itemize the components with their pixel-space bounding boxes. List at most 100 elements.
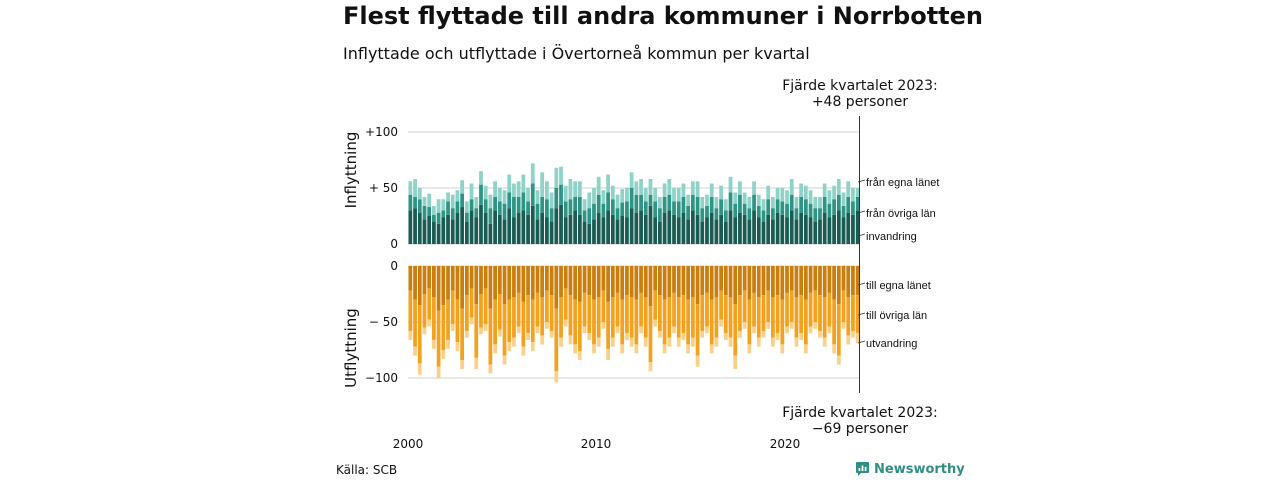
bar-in-2-75 bbox=[761, 199, 766, 211]
bar-out-0-94 bbox=[851, 266, 855, 296]
bar-out-2-72 bbox=[747, 344, 752, 354]
bar-out-0-70 bbox=[738, 266, 742, 296]
bar-out-1-88 bbox=[822, 297, 827, 338]
bar-out-0-43 bbox=[610, 266, 615, 298]
bar-out-2-82 bbox=[794, 337, 799, 347]
bar-out-2-51 bbox=[648, 362, 653, 372]
bar-in-1-77 bbox=[771, 208, 775, 220]
bar-in-2-92 bbox=[841, 192, 846, 206]
bar-out-2-11 bbox=[460, 360, 465, 370]
bar-out-2-27 bbox=[535, 326, 540, 334]
bar-in-1-43 bbox=[610, 199, 615, 215]
bar-in-2-81 bbox=[789, 179, 794, 195]
bar-out-0-15 bbox=[479, 266, 483, 294]
bar-in-0-87 bbox=[818, 219, 822, 244]
bar-out-1-89 bbox=[827, 292, 832, 327]
bar-out-1-23 bbox=[516, 292, 521, 327]
bar-out-1-4 bbox=[427, 288, 432, 320]
bar-in-2-76 bbox=[766, 185, 771, 200]
bar-out-0-73 bbox=[752, 266, 756, 293]
bar-out-2-0 bbox=[408, 330, 413, 340]
bar-in-2-61 bbox=[695, 181, 700, 197]
bar-in-1-1 bbox=[413, 196, 417, 209]
bar-in-2-64 bbox=[709, 183, 714, 197]
bar-in-2-28 bbox=[540, 172, 545, 197]
bar-in-2-7 bbox=[441, 199, 446, 211]
bar-out-0-83 bbox=[799, 266, 804, 296]
bar-out-2-73 bbox=[752, 326, 756, 334]
bar-out-2-3 bbox=[422, 327, 427, 335]
bar-out-1-46 bbox=[625, 295, 629, 334]
bar-out-1-69 bbox=[733, 304, 738, 356]
bar-in-0-85 bbox=[808, 217, 813, 244]
bar-in-1-70 bbox=[738, 194, 742, 213]
bar-out-0-92 bbox=[841, 266, 846, 291]
bar-in-0-30 bbox=[549, 221, 554, 244]
bar-out-0-36 bbox=[577, 266, 582, 302]
bar-in-0-81 bbox=[789, 210, 794, 244]
bar-in-1-42 bbox=[606, 192, 610, 211]
bar-in-2-27 bbox=[535, 190, 540, 204]
bar-in-2-74 bbox=[756, 194, 761, 206]
bar-out-2-41 bbox=[601, 322, 606, 329]
bar-in-0-80 bbox=[785, 217, 789, 244]
bar-in-1-24 bbox=[521, 192, 526, 211]
bar-out-0-2 bbox=[417, 266, 422, 306]
bar-out-1-94 bbox=[851, 295, 855, 331]
bar-out-2-48 bbox=[634, 344, 639, 354]
source-note: Källa: SCB bbox=[336, 463, 398, 477]
bar-out-0-7 bbox=[441, 266, 446, 306]
bar-in-0-43 bbox=[610, 214, 615, 244]
bar-out-1-33 bbox=[563, 288, 568, 320]
bar-in-0-77 bbox=[771, 219, 775, 244]
bar-in-0-61 bbox=[695, 214, 700, 244]
bar-out-1-79 bbox=[780, 299, 785, 345]
newsworthy-logo-icon bbox=[856, 462, 869, 476]
bar-in-2-88 bbox=[822, 183, 827, 197]
bar-in-0-34 bbox=[568, 214, 573, 244]
bar-out-2-81 bbox=[789, 322, 794, 329]
bar-out-1-13 bbox=[469, 288, 474, 318]
bar-in-1-60 bbox=[690, 194, 695, 211]
bar-in-2-52 bbox=[653, 188, 658, 202]
bar-in-0-42 bbox=[606, 210, 610, 244]
bar-in-1-40 bbox=[596, 194, 601, 213]
bar-in-1-20 bbox=[502, 203, 507, 220]
bar-in-0-72 bbox=[747, 219, 752, 244]
bar-in-2-51 bbox=[648, 179, 653, 195]
bar-in-2-22 bbox=[512, 183, 516, 197]
bar-in-2-71 bbox=[742, 192, 747, 204]
bar-out-1-75 bbox=[761, 295, 766, 331]
y-tick-label-out-0: 0 bbox=[390, 259, 398, 273]
bar-in-0-37 bbox=[582, 221, 587, 244]
bar-in-2-3 bbox=[422, 196, 427, 206]
bar-in-2-82 bbox=[794, 196, 799, 209]
bar-out-0-17 bbox=[488, 266, 493, 309]
bar-in-2-66 bbox=[719, 185, 723, 200]
bar-out-2-93 bbox=[846, 335, 851, 345]
bar-out-1-62 bbox=[700, 295, 705, 331]
bar-in-0-3 bbox=[422, 219, 427, 244]
bar-out-0-22 bbox=[512, 266, 516, 298]
bar-in-2-87 bbox=[818, 196, 822, 209]
bar-in-0-18 bbox=[493, 210, 497, 244]
bar-in-1-18 bbox=[493, 196, 497, 211]
bar-out-0-54 bbox=[662, 266, 667, 300]
bar-out-0-50 bbox=[643, 266, 648, 298]
bar-out-0-39 bbox=[592, 266, 596, 300]
bar-in-0-82 bbox=[794, 219, 799, 244]
bar-out-0-57 bbox=[676, 266, 681, 298]
bar-out-1-53 bbox=[658, 295, 662, 331]
bar-in-1-51 bbox=[648, 194, 653, 206]
bar-out-0-89 bbox=[827, 266, 832, 293]
bar-out-2-66 bbox=[719, 319, 723, 327]
bar-in-0-2 bbox=[417, 212, 422, 244]
bar-in-1-56 bbox=[672, 201, 676, 215]
bar-in-2-18 bbox=[493, 181, 497, 197]
bar-in-1-30 bbox=[549, 208, 554, 222]
annotation-line1-in: Fjärde kvartalet 2023: bbox=[782, 78, 938, 94]
bar-out-0-28 bbox=[540, 266, 545, 298]
bar-in-2-47 bbox=[629, 172, 634, 188]
bar-out-1-36 bbox=[577, 301, 582, 352]
